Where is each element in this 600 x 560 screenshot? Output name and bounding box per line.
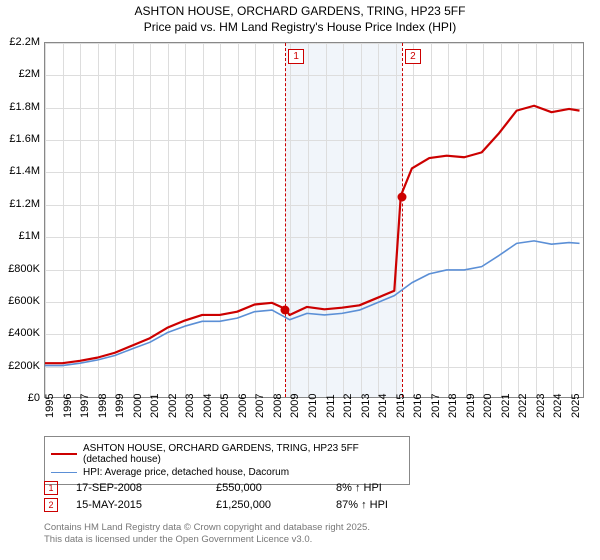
legend-label: ASHTON HOUSE, ORCHARD GARDENS, TRING, HP…: [83, 443, 403, 465]
sale-delta: 87% ↑ HPI: [336, 499, 584, 511]
x-tick-label: 2013: [360, 394, 372, 418]
x-tick-label: 2007: [254, 394, 266, 418]
x-tick-label: 1995: [44, 394, 56, 418]
sale-index-badge: 1: [44, 481, 58, 495]
x-tick-label: 2010: [307, 394, 319, 418]
y-tick-label: £400K: [8, 327, 40, 339]
footer-attribution: Contains HM Land Registry data © Crown c…: [44, 522, 370, 547]
x-tick-label: 2018: [447, 394, 459, 418]
x-tick-label: 2005: [219, 394, 231, 418]
x-tick-label: 2021: [500, 394, 512, 418]
sale-date: 17-SEP-2008: [76, 482, 216, 494]
x-tick-label: 2002: [167, 394, 179, 418]
series-line: [45, 241, 580, 366]
x-tick-label: 2022: [517, 394, 529, 418]
series-line: [45, 106, 580, 363]
x-tick-label: 2019: [465, 394, 477, 418]
x-tick-label: 2015: [395, 394, 407, 418]
x-tick-label: 2016: [412, 394, 424, 418]
x-tick-label: 2025: [570, 394, 582, 418]
x-tick-label: 2011: [325, 394, 337, 418]
x-tick-label: 1998: [97, 394, 109, 418]
y-tick-label: £200K: [8, 360, 40, 372]
x-tick-label: 2024: [552, 394, 564, 418]
y-tick-label: £800K: [8, 263, 40, 275]
y-tick-label: £1.4M: [9, 165, 40, 177]
x-tick-label: 1999: [114, 394, 126, 418]
y-axis: £0£200K£400K£600K£800K£1M£1.2M£1.4M£1.6M…: [0, 42, 44, 398]
x-tick-label: 2001: [149, 394, 161, 418]
x-tick-label: 2020: [482, 394, 494, 418]
sale-point: [281, 306, 290, 315]
y-tick-label: £1.6M: [9, 133, 40, 145]
sale-row: 2 15-MAY-2015£1,250,00087% ↑ HPI: [44, 498, 584, 512]
legend-swatch: [51, 472, 77, 474]
title-line-1: ASHTON HOUSE, ORCHARD GARDENS, TRING, HP…: [0, 4, 600, 20]
chart-plot-area: 12: [44, 42, 584, 398]
sale-price: £550,000: [216, 482, 336, 494]
x-tick-label: 2008: [272, 394, 284, 418]
sale-point: [398, 192, 407, 201]
footer-line-2: This data is licensed under the Open Gov…: [44, 534, 370, 546]
x-tick-label: 2003: [184, 394, 196, 418]
y-tick-label: £2M: [19, 68, 40, 80]
x-tick-label: 1997: [79, 394, 91, 418]
series-svg: [45, 43, 583, 397]
x-tick-label: 2014: [377, 394, 389, 418]
sale-delta: 8% ↑ HPI: [336, 482, 584, 494]
y-tick-label: £2.2M: [9, 36, 40, 48]
footer-line-1: Contains HM Land Registry data © Crown c…: [44, 522, 370, 534]
y-tick-label: £1M: [19, 230, 40, 242]
sale-date: 15-MAY-2015: [76, 499, 216, 511]
sale-price: £1,250,000: [216, 499, 336, 511]
legend-swatch: [51, 453, 77, 455]
sale-row: 1 17-SEP-2008£550,0008% ↑ HPI: [44, 481, 584, 495]
y-tick-label: £1.8M: [9, 101, 40, 113]
x-tick-label: 1996: [62, 394, 74, 418]
legend-label: HPI: Average price, detached house, Daco…: [83, 467, 289, 478]
title-line-2: Price paid vs. HM Land Registry's House …: [0, 20, 600, 36]
x-tick-label: 2017: [430, 394, 442, 418]
legend-item: ASHTON HOUSE, ORCHARD GARDENS, TRING, HP…: [51, 443, 403, 465]
y-tick-label: £600K: [8, 295, 40, 307]
sales-table: 1 17-SEP-2008£550,0008% ↑ HPI 2 15-MAY-2015…: [44, 478, 584, 515]
y-tick-label: £0: [28, 392, 40, 404]
x-axis: 1995199619971998199920002001200220032004…: [44, 398, 584, 438]
x-tick-label: 2009: [289, 394, 301, 418]
chart-title-block: ASHTON HOUSE, ORCHARD GARDENS, TRING, HP…: [0, 0, 600, 37]
x-tick-label: 2023: [535, 394, 547, 418]
legend-item: HPI: Average price, detached house, Daco…: [51, 467, 403, 478]
y-tick-label: £1.2M: [9, 198, 40, 210]
x-tick-label: 2012: [342, 394, 354, 418]
sale-index-badge: 2: [44, 498, 58, 512]
x-tick-label: 2004: [202, 394, 214, 418]
x-tick-label: 2006: [237, 394, 249, 418]
x-tick-label: 2000: [132, 394, 144, 418]
